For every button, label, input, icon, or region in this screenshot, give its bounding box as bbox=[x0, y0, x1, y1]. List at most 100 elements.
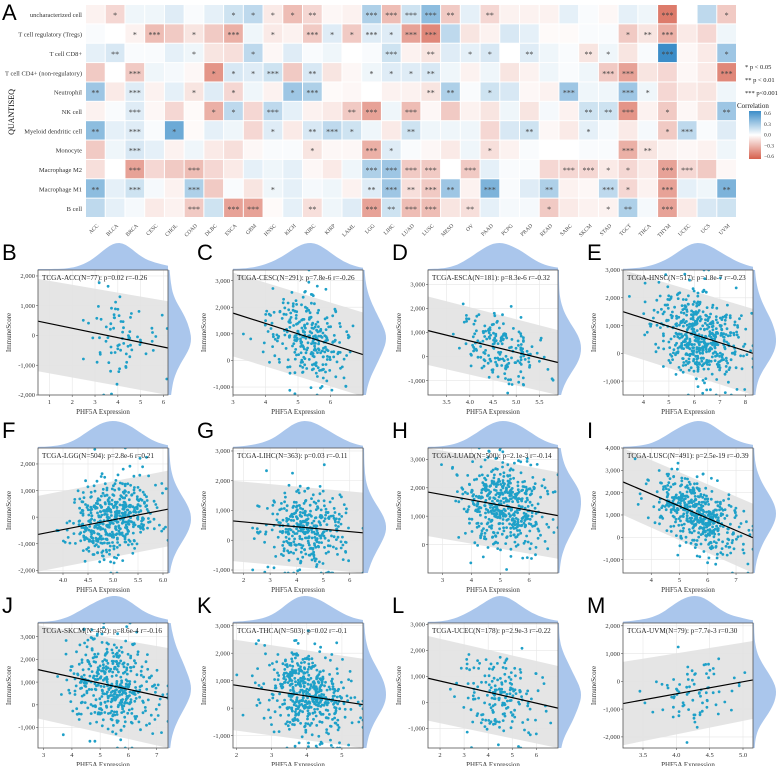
heatmap-cell[interactable] bbox=[184, 82, 204, 101]
heatmap-cell[interactable] bbox=[658, 121, 677, 140]
heatmap-cell[interactable] bbox=[658, 101, 677, 121]
heatmap-cell[interactable] bbox=[145, 179, 164, 198]
heatmap-cell[interactable] bbox=[677, 159, 697, 179]
heatmap-cell[interactable] bbox=[164, 101, 184, 121]
heatmap-cell[interactable] bbox=[362, 63, 381, 82]
heatmap-cell[interactable] bbox=[283, 82, 302, 101]
heatmap-cell[interactable] bbox=[618, 121, 638, 140]
heatmap-cell[interactable] bbox=[322, 179, 342, 198]
heatmap-cell[interactable] bbox=[303, 140, 322, 159]
heatmap-cell[interactable] bbox=[480, 121, 500, 140]
heatmap-cell[interactable] bbox=[539, 43, 559, 63]
heatmap-cell[interactable] bbox=[480, 101, 500, 121]
heatmap-cell[interactable] bbox=[184, 198, 204, 217]
heatmap-cell[interactable] bbox=[441, 82, 460, 101]
heatmap-cell[interactable] bbox=[125, 82, 145, 101]
heatmap-cell[interactable] bbox=[441, 43, 460, 63]
heatmap-cell[interactable] bbox=[579, 24, 598, 43]
heatmap-cell[interactable] bbox=[460, 82, 480, 101]
heatmap-cell[interactable] bbox=[342, 179, 362, 198]
heatmap-cell[interactable] bbox=[520, 24, 539, 43]
heatmap-cell[interactable] bbox=[283, 101, 302, 121]
heatmap-cell[interactable] bbox=[677, 82, 697, 101]
heatmap-cell[interactable] bbox=[105, 43, 125, 63]
heatmap-cell[interactable] bbox=[342, 101, 362, 121]
heatmap-cell[interactable] bbox=[263, 179, 283, 198]
heatmap-cell[interactable] bbox=[421, 24, 441, 43]
heatmap-cell[interactable] bbox=[539, 159, 559, 179]
heatmap-cell[interactable] bbox=[559, 24, 579, 43]
heatmap-cell[interactable] bbox=[204, 140, 224, 159]
heatmap-cell[interactable] bbox=[401, 198, 421, 217]
heatmap-cell[interactable] bbox=[263, 198, 283, 217]
heatmap-cell[interactable] bbox=[579, 101, 598, 121]
heatmap-cell[interactable] bbox=[164, 140, 184, 159]
heatmap-cell[interactable] bbox=[500, 63, 519, 82]
heatmap-cell[interactable] bbox=[224, 82, 243, 101]
heatmap-cell[interactable] bbox=[204, 101, 224, 121]
heatmap-cell[interactable] bbox=[618, 82, 638, 101]
heatmap-cell[interactable] bbox=[697, 140, 717, 159]
heatmap-cell[interactable] bbox=[539, 82, 559, 101]
heatmap-cell[interactable] bbox=[342, 82, 362, 101]
heatmap-cell[interactable] bbox=[717, 198, 736, 217]
heatmap-cell[interactable] bbox=[86, 179, 105, 198]
heatmap-cell[interactable] bbox=[145, 101, 164, 121]
heatmap-cell[interactable] bbox=[164, 5, 184, 24]
heatmap-cell[interactable] bbox=[480, 198, 500, 217]
heatmap-cell[interactable] bbox=[421, 63, 441, 82]
heatmap-cell[interactable] bbox=[500, 101, 519, 121]
heatmap-cell[interactable] bbox=[283, 121, 302, 140]
heatmap-cell[interactable] bbox=[658, 24, 677, 43]
heatmap-cell[interactable] bbox=[303, 101, 322, 121]
heatmap-cell[interactable] bbox=[204, 63, 224, 82]
heatmap-cell[interactable] bbox=[125, 101, 145, 121]
heatmap-cell[interactable] bbox=[421, 198, 441, 217]
heatmap-cell[interactable] bbox=[322, 140, 342, 159]
heatmap-cell[interactable] bbox=[224, 140, 243, 159]
heatmap-cell[interactable] bbox=[460, 63, 480, 82]
heatmap-cell[interactable] bbox=[303, 43, 322, 63]
heatmap-cell[interactable] bbox=[322, 5, 342, 24]
heatmap-cell[interactable] bbox=[303, 24, 322, 43]
heatmap-cell[interactable] bbox=[658, 159, 677, 179]
heatmap-cell[interactable] bbox=[421, 43, 441, 63]
heatmap-cell[interactable] bbox=[105, 121, 125, 140]
heatmap-cell[interactable] bbox=[362, 159, 381, 179]
heatmap-cell[interactable] bbox=[539, 5, 559, 24]
heatmap-cell[interactable] bbox=[381, 63, 401, 82]
heatmap-cell[interactable] bbox=[125, 43, 145, 63]
heatmap-cell[interactable] bbox=[717, 101, 736, 121]
heatmap-cell[interactable] bbox=[401, 63, 421, 82]
heatmap-cell[interactable] bbox=[184, 159, 204, 179]
heatmap-cell[interactable] bbox=[342, 5, 362, 24]
heatmap-cell[interactable] bbox=[204, 198, 224, 217]
heatmap-cell[interactable] bbox=[145, 121, 164, 140]
heatmap-cell[interactable] bbox=[243, 43, 263, 63]
heatmap-cell[interactable] bbox=[86, 121, 105, 140]
heatmap-cell[interactable] bbox=[401, 140, 421, 159]
heatmap-cell[interactable] bbox=[421, 179, 441, 198]
heatmap-cell[interactable] bbox=[677, 5, 697, 24]
heatmap-cell[interactable] bbox=[559, 159, 579, 179]
heatmap-cell[interactable] bbox=[579, 43, 598, 63]
heatmap-cell[interactable] bbox=[184, 43, 204, 63]
heatmap-cell[interactable] bbox=[579, 140, 598, 159]
heatmap-cell[interactable] bbox=[697, 101, 717, 121]
heatmap-cell[interactable] bbox=[145, 43, 164, 63]
heatmap-cell[interactable] bbox=[322, 198, 342, 217]
heatmap-cell[interactable] bbox=[559, 43, 579, 63]
heatmap-cell[interactable] bbox=[480, 63, 500, 82]
heatmap-cell[interactable] bbox=[243, 82, 263, 101]
heatmap-cell[interactable] bbox=[480, 5, 500, 24]
heatmap-cell[interactable] bbox=[105, 24, 125, 43]
heatmap-cell[interactable] bbox=[460, 198, 480, 217]
heatmap-cell[interactable] bbox=[362, 101, 381, 121]
heatmap-cell[interactable] bbox=[480, 24, 500, 43]
heatmap-cell[interactable] bbox=[598, 121, 618, 140]
heatmap-cell[interactable] bbox=[697, 5, 717, 24]
heatmap-cell[interactable] bbox=[480, 179, 500, 198]
heatmap-cell[interactable] bbox=[125, 179, 145, 198]
heatmap-cell[interactable] bbox=[441, 5, 460, 24]
heatmap-cell[interactable] bbox=[598, 179, 618, 198]
